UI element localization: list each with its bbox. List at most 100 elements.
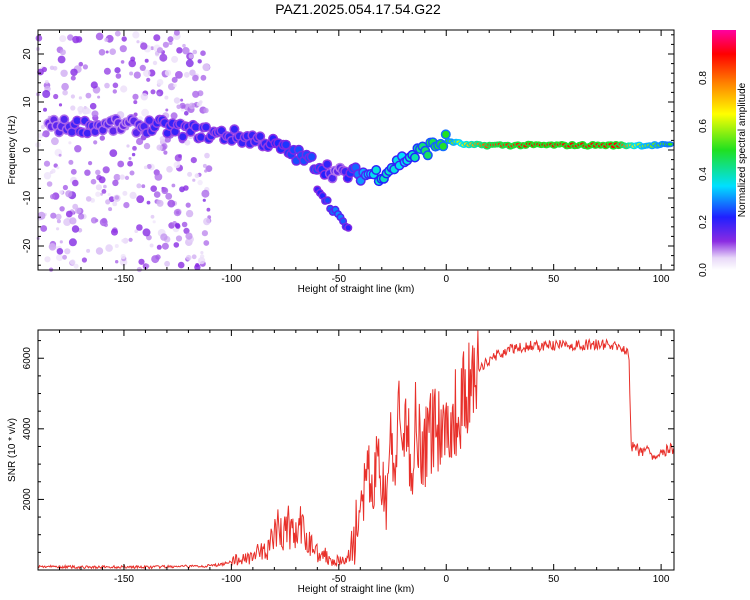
- spectrogram-noise-blob: [100, 192, 103, 196]
- spectrogram-noise-blob: [95, 184, 102, 191]
- spectrogram-ridge-point: [411, 154, 419, 161]
- spectrogram-noise-blob: [162, 41, 169, 48]
- spectrogram-noise-blob: [108, 207, 113, 212]
- y-tick-label: -20: [22, 238, 33, 253]
- spectrogram-noise-blob: [61, 82, 69, 91]
- spectrogram-noise-blob: [53, 163, 58, 168]
- spectrogram-noise-blob: [177, 261, 185, 269]
- spectrogram-ridge-point: [372, 166, 380, 174]
- spectrogram-noise-blob: [200, 251, 204, 255]
- y-tick-label: 10: [22, 96, 33, 108]
- spectrogram-noise-blob: [119, 45, 127, 53]
- spectrogram-noise-blob: [174, 222, 180, 228]
- spectrogram-y-axis-label: Frequency (Hz): [7, 116, 18, 185]
- spectrogram-noise-blob: [180, 98, 184, 102]
- spectrogram-noise-blob: [136, 195, 145, 204]
- spectrogram-noise-blob: [37, 211, 46, 220]
- spectrogram-noise-blob: [85, 92, 92, 99]
- spectrogram-noise-blob: [58, 103, 63, 107]
- spectrogram-noise-blob: [166, 166, 173, 173]
- spectrogram-noise-blob: [95, 191, 101, 197]
- spectrogram-noise-blob: [173, 83, 177, 88]
- spectrogram-noise-blob: [112, 201, 118, 207]
- spectrogram-ridge-point: [424, 151, 432, 159]
- spectrogram-noise-blob: [192, 90, 200, 98]
- spectrogram-noise-blob: [59, 49, 66, 56]
- spectrogram-noise-blob: [176, 104, 181, 110]
- spectrogram-noise-blob: [78, 96, 82, 100]
- spectrogram-noise-blob: [171, 183, 176, 188]
- x-tick-label: 0: [443, 574, 449, 585]
- spectrogram-ridge-point: [171, 128, 179, 136]
- spectrogram-noise-blob: [62, 89, 68, 96]
- y-tick-label: 2000: [22, 488, 33, 511]
- spectrogram-noise-blob: [139, 64, 146, 71]
- y-tick-label: 20: [22, 48, 33, 60]
- spectrogram-noise-blob: [129, 191, 137, 199]
- y-tick-label: 0: [22, 147, 33, 153]
- spectrogram-noise-blob: [109, 48, 116, 55]
- spectrogram-noise-blob: [70, 94, 75, 99]
- spectrogram-noise-blob: [153, 34, 161, 42]
- spectrogram-noise-blob: [153, 191, 161, 198]
- spectrogram-noise-blob: [42, 132, 46, 137]
- spectrogram-noise-blob: [126, 144, 130, 148]
- spectrogram-ridge-point: [179, 133, 187, 141]
- spectrogram-noise-blob: [204, 169, 208, 173]
- snr-frame: [37, 329, 675, 571]
- spectrogram-ridge-point: [323, 160, 331, 168]
- spectrogram-noise-blob: [143, 165, 148, 170]
- spectrogram-noise-blob: [185, 59, 194, 68]
- spectrogram-noise-blob: [43, 172, 52, 180]
- spectrogram-noise-blob: [175, 235, 183, 242]
- x-tick-label: 100: [653, 574, 670, 585]
- spectrogram-noise-blob: [124, 175, 130, 180]
- spectrogram-noise-blob: [164, 69, 172, 77]
- spectrogram-noise-blob: [56, 227, 60, 231]
- spectrogram-noise-blob: [182, 43, 186, 48]
- spectrogram-noise-blob: [85, 196, 92, 202]
- spectrogram-noise-blob: [41, 66, 48, 73]
- spectrogram-noise-blob: [44, 256, 51, 263]
- spectrogram-noise-blob: [136, 224, 143, 231]
- spectrogram-noise-blob: [140, 42, 148, 50]
- spectrogram-noise-blob: [176, 47, 183, 54]
- spectrogram-ridge-point: [230, 125, 238, 133]
- colorbar-ticks: 0.0 0.2 0.4 0.6 0.8: [698, 71, 709, 277]
- spectrogram-noise-blob: [73, 263, 79, 269]
- spectrogram-noise-blob: [138, 258, 145, 265]
- spectrogram-noise-blob: [104, 37, 109, 42]
- spectrogram-ridge-point: [202, 123, 210, 131]
- spectrogram-noise-blob: [121, 239, 125, 243]
- spectrogram-noise-blob: [68, 159, 74, 165]
- spectrogram-noise-blob: [206, 207, 211, 212]
- spectrogram-noise-blob: [205, 165, 213, 173]
- spectrogram-ridge-point: [667, 142, 673, 146]
- spectrogram-noise-blob: [181, 221, 188, 228]
- spectrogram-noise-blob: [197, 59, 202, 64]
- spectrogram-noise-blob: [56, 253, 64, 262]
- colorbar-tick-label: 0.6: [698, 119, 709, 133]
- spectrogram-noise-blob: [58, 153, 62, 157]
- spectrogram-noise-blob: [95, 247, 104, 255]
- spectrogram-noise-blob: [37, 132, 44, 139]
- spectrogram-noise-blob: [190, 157, 197, 164]
- spectrogram-ridge-point: [282, 141, 290, 149]
- spectrogram-ridge-point: [73, 117, 81, 125]
- spectrogram-noise-blob: [70, 105, 76, 111]
- colorbar-label: Normalized spectral amplitude: [737, 82, 748, 217]
- spectrogram-noise-blob: [59, 206, 65, 212]
- spectrogram-noise-blob: [194, 173, 200, 179]
- spectrogram-noise-blob: [95, 169, 101, 175]
- spectrogram-ridge-point: [352, 163, 360, 171]
- spectrogram-noise-blob: [51, 137, 59, 146]
- x-tick-label: 50: [548, 574, 560, 585]
- spectrogram-noise-blob: [156, 79, 164, 86]
- spectrogram-noise-blob: [51, 168, 56, 174]
- snr-panel: -150 -100 -50 0 50 100 2000 4000 6000 Height of…: [7, 329, 675, 595]
- spectrogram-noise-blob: [161, 242, 169, 250]
- spectrogram-noise-blob: [105, 244, 113, 252]
- spectrogram-noise-blob: [133, 71, 141, 79]
- spectrogram-noise-blob: [102, 166, 110, 174]
- spectrogram-noise-blob: [114, 195, 120, 200]
